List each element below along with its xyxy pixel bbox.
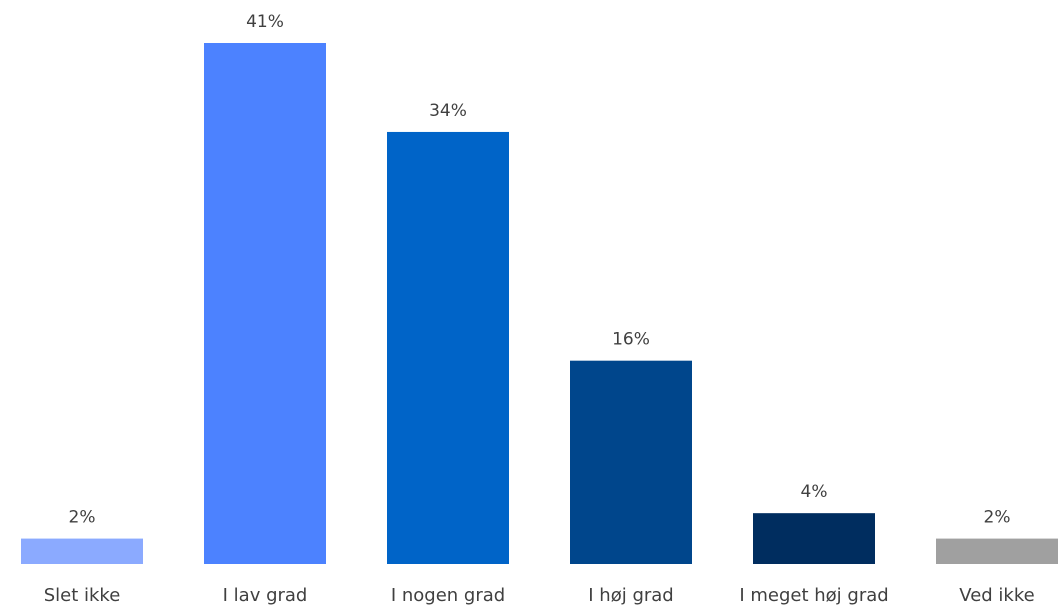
category-label-3: I høj grad [588, 585, 673, 605]
bar-0 [21, 538, 143, 564]
category-label-2: I nogen grad [391, 585, 505, 605]
value-label-0: 2% [69, 508, 96, 528]
value-label-3: 16% [612, 330, 650, 350]
bar-5 [936, 538, 1058, 564]
bar-4 [753, 513, 875, 564]
category-label-1: I lav grad [223, 585, 308, 605]
value-label-1: 41% [246, 12, 284, 32]
bar-1 [204, 43, 326, 564]
category-label-0: Slet ikke [44, 585, 121, 605]
value-label-2: 34% [429, 101, 467, 121]
bar-2 [387, 131, 509, 564]
bars-group [21, 43, 1058, 564]
bar-3 [570, 360, 692, 564]
value-label-4: 4% [801, 482, 828, 502]
category-labels-group: Slet ikke I lav grad I nogen grad I høj gra… [44, 585, 1035, 605]
value-label-5: 2% [984, 508, 1011, 528]
category-label-4: I meget høj grad [739, 585, 888, 605]
category-label-5: Ved ikke [959, 585, 1034, 605]
value-labels-group: 2% 41% 34% 16% 4% 2% [69, 12, 1011, 528]
